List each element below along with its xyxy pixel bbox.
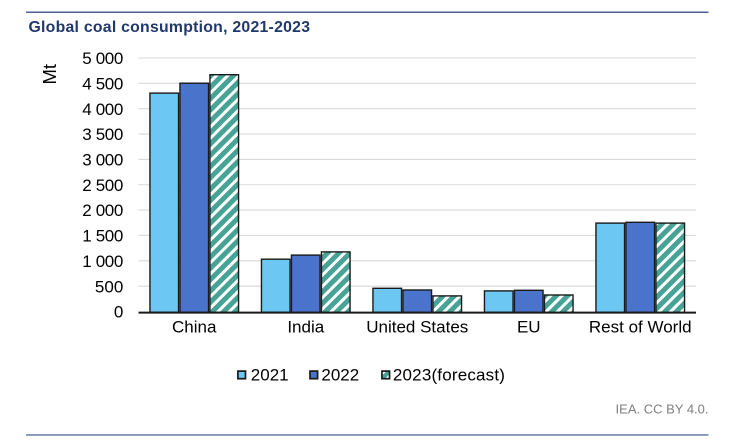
svg-text:Global coal consumption, 2021-: Global coal consumption, 2021-2023 — [29, 19, 311, 36]
svg-text:3 500: 3 500 — [82, 125, 123, 144]
svg-text:India: India — [287, 317, 324, 336]
svg-text:China: China — [172, 317, 217, 336]
svg-text:2021: 2021 — [251, 365, 289, 384]
svg-text:United States: United States — [366, 317, 468, 336]
svg-text:2022: 2022 — [321, 365, 359, 384]
svg-text:Mt: Mt — [39, 64, 60, 85]
svg-text:4 500: 4 500 — [82, 74, 123, 93]
svg-text:500: 500 — [95, 277, 123, 296]
svg-text:4 000: 4 000 — [82, 100, 123, 119]
svg-text:Rest of World: Rest of World — [589, 317, 692, 336]
svg-text:EU: EU — [517, 317, 541, 336]
svg-text:2 000: 2 000 — [82, 201, 123, 220]
svg-text:5 000: 5 000 — [82, 49, 123, 68]
svg-text:0: 0 — [114, 303, 123, 322]
svg-text:1 000: 1 000 — [82, 252, 123, 271]
svg-text:1 500: 1 500 — [82, 227, 123, 246]
svg-text:3 000: 3 000 — [82, 151, 123, 170]
svg-text:2023(forecast): 2023(forecast) — [393, 365, 505, 384]
svg-text:2 500: 2 500 — [82, 176, 123, 195]
svg-text:IEA. CC BY 4.0.: IEA. CC BY 4.0. — [616, 402, 709, 417]
